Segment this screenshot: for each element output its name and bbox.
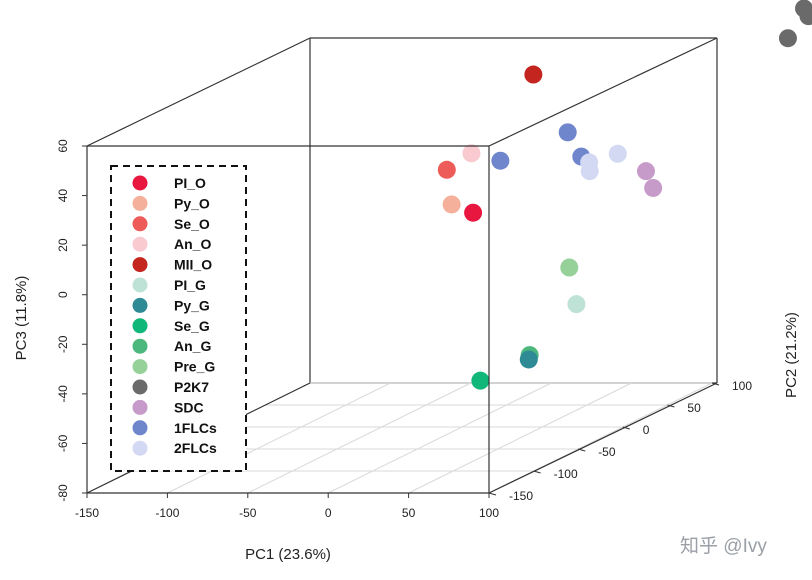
y-tick-label: -50: [598, 445, 616, 459]
y-tick-mark: [667, 404, 675, 408]
y-axis-ticks: -150 -100 -50 0 50 100: [488, 379, 752, 503]
legend-label: An_G: [174, 338, 211, 354]
point-py-g: [519, 350, 538, 369]
legend-label: Py_G: [174, 297, 210, 313]
y-tick-mark: [711, 382, 720, 386]
y-tick-label: 0: [643, 423, 650, 437]
legend-label: PI_O: [174, 175, 206, 191]
x-tick-label: -50: [239, 506, 257, 520]
y-tick-mark: [533, 470, 541, 474]
point-se-g: [471, 371, 490, 390]
z-axis-title: PC3 (11.8%): [13, 276, 30, 361]
z-tick-label: 60: [56, 139, 70, 153]
box-edges: [86, 37, 718, 494]
legend-marker: [132, 277, 148, 293]
x-tick-label: 50: [402, 506, 416, 520]
grid-line-x: [247, 382, 472, 494]
x-tick-label: -100: [155, 506, 179, 520]
point-pi-o: [464, 203, 483, 222]
legend-label: SDC: [174, 399, 204, 415]
z-tick-label: -20: [56, 335, 70, 353]
legend-marker: [132, 399, 148, 415]
y-axis-title: PC2 (21.2%): [783, 312, 800, 398]
box-back-face: [309, 37, 718, 384]
grid-line-x: [408, 382, 632, 494]
z-tick-label: 40: [56, 189, 70, 203]
y-tick-label: -150: [509, 489, 533, 503]
legend-label: 1FLCs: [174, 420, 217, 436]
point-1flcs: [558, 123, 577, 142]
legend-marker: [132, 359, 148, 375]
x-axis-ticks: -150 -100 -50 0 50 100: [75, 493, 499, 520]
point-sdc: [644, 178, 663, 197]
point-sdc: [636, 162, 655, 181]
grid-line-x: [327, 382, 552, 494]
legend-marker: [132, 420, 148, 436]
grid-line-x: [167, 382, 391, 494]
x-tick-label: -150: [75, 506, 99, 520]
point-p2k7: [778, 29, 797, 48]
point-p2k7: [795, 0, 812, 18]
z-tick-label: -60: [56, 434, 70, 452]
point-mii-o: [524, 65, 543, 84]
legend-label: Pre_G: [174, 359, 215, 375]
legend-marker: [132, 318, 148, 334]
y-tick-label: 100: [732, 379, 752, 393]
x-tick-label: 100: [479, 506, 499, 520]
legend-label: 2FLCs: [174, 440, 217, 456]
y-tick-label: 50: [687, 401, 701, 415]
legend-label: PI_G: [174, 277, 206, 293]
point-pre-g: [560, 258, 579, 277]
data-points: [437, 0, 812, 390]
point-pi-g: [567, 295, 586, 314]
box-front-face: [86, 145, 490, 494]
legend-label: MII_O: [174, 257, 212, 273]
z-tick-label: -80: [56, 484, 70, 502]
legend-label: P2K7: [174, 379, 209, 395]
legend: PI_O Py_O Se_O An_O MII_O PI_G Py_G Se_G An_G Pre…: [132, 175, 217, 456]
legend-label: An_O: [174, 236, 211, 252]
y-tick-mark: [578, 448, 586, 452]
legend-marker: [132, 216, 148, 232]
legend-marker: [132, 297, 148, 313]
legend-label: Py_O: [174, 195, 210, 211]
point-an-o: [462, 144, 481, 163]
z-tick-label: 0: [56, 291, 70, 298]
legend-marker: [132, 338, 148, 354]
point-se-o: [437, 160, 456, 179]
z-tick-label: 20: [56, 238, 70, 252]
watermark: 知乎 @Ivy: [680, 535, 767, 557]
legend-marker: [132, 379, 148, 395]
point-2flcs: [608, 144, 627, 163]
point-1flcs: [491, 151, 510, 170]
legend-label: Se_G: [174, 318, 210, 334]
legend-marker: [132, 236, 148, 252]
z-axis-ticks: 60 40 20 0 -20 -40 -60 -80: [56, 139, 87, 502]
y-tick-mark: [488, 492, 497, 496]
legend-marker: [132, 175, 148, 191]
y-tick-mark: [622, 426, 630, 430]
point-py-o: [442, 195, 461, 214]
y-tick-label: -100: [554, 467, 578, 481]
point-2flcs: [580, 162, 599, 181]
legend-marker: [132, 257, 148, 273]
z-tick-label: -40: [56, 385, 70, 403]
x-tick-label: 0: [325, 506, 332, 520]
legend-box: [110, 165, 247, 472]
legend-marker: [132, 440, 148, 456]
legend-marker: [132, 195, 148, 211]
legend-label: Se_O: [174, 216, 210, 232]
x-axis-title: PC1 (23.6%): [245, 546, 331, 563]
